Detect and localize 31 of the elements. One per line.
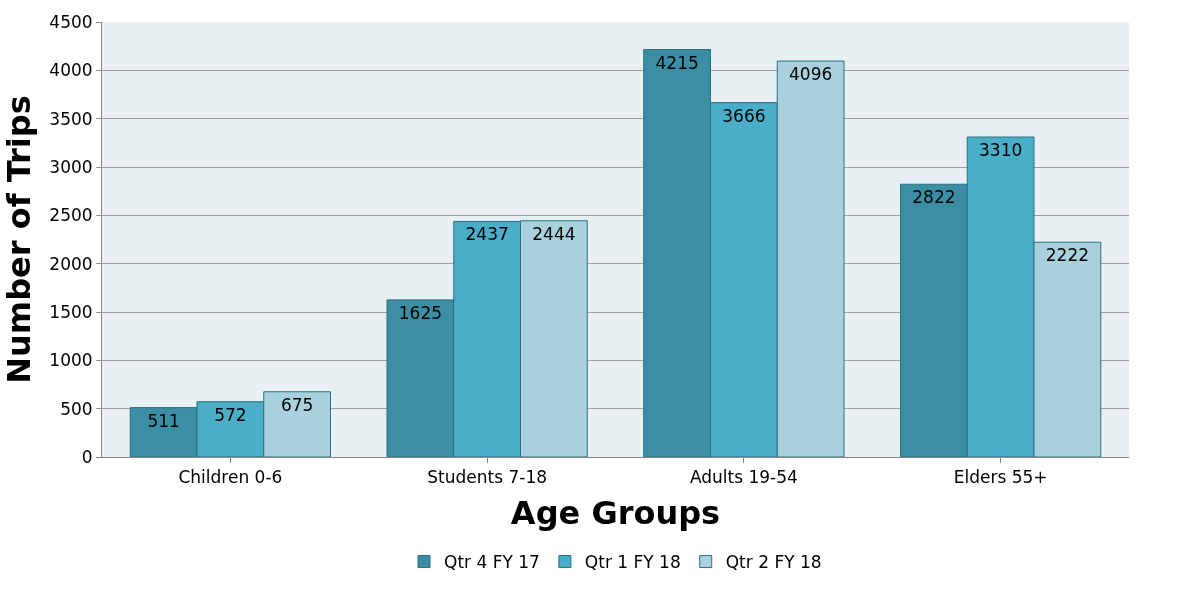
- data-label: 2822: [912, 187, 956, 208]
- data-label: 3666: [722, 105, 766, 126]
- data-label: 2222: [1045, 245, 1090, 266]
- y-tick-label: 4000: [49, 60, 93, 81]
- y-tick-label: 3000: [49, 156, 93, 177]
- y-tick-label: 2000: [49, 253, 93, 274]
- data-label: 4096: [789, 64, 833, 85]
- x-tick-label: Adults 19-54: [689, 467, 798, 488]
- data-label: 572: [214, 404, 247, 425]
- data-label: 675: [280, 394, 314, 415]
- legend-label: Qtr 2 FY 18: [725, 552, 822, 573]
- y-tick-label: 1500: [49, 301, 93, 322]
- data-label: 3310: [978, 140, 1023, 161]
- data-label: 2437: [465, 224, 509, 245]
- y-tick-label: 3500: [49, 108, 93, 129]
- data-label: 1625: [398, 302, 442, 323]
- x-tick-label: Elders 55+: [953, 467, 1048, 488]
- data-label: 2444: [532, 223, 576, 244]
- x-tick-label: Students 7-18: [427, 467, 548, 488]
- legend-label: Qtr 4 FY 17: [444, 552, 540, 573]
- y-tick-label: 500: [60, 398, 93, 419]
- y-tick-label: 4500: [49, 11, 93, 32]
- data-label: 4215: [655, 52, 699, 73]
- y-tick-label: 0: [81, 446, 93, 467]
- y-axis-title: Number of Trips: [0, 95, 38, 384]
- x-tick-label: Children 0-6: [178, 467, 283, 488]
- data-label: 511: [147, 410, 180, 431]
- y-tick-label: 2500: [49, 205, 93, 226]
- x-axis-title: Age Groups: [510, 494, 721, 533]
- legend-label: Qtr 1 FY 18: [584, 552, 681, 573]
- y-tick-label: 1000: [49, 350, 93, 371]
